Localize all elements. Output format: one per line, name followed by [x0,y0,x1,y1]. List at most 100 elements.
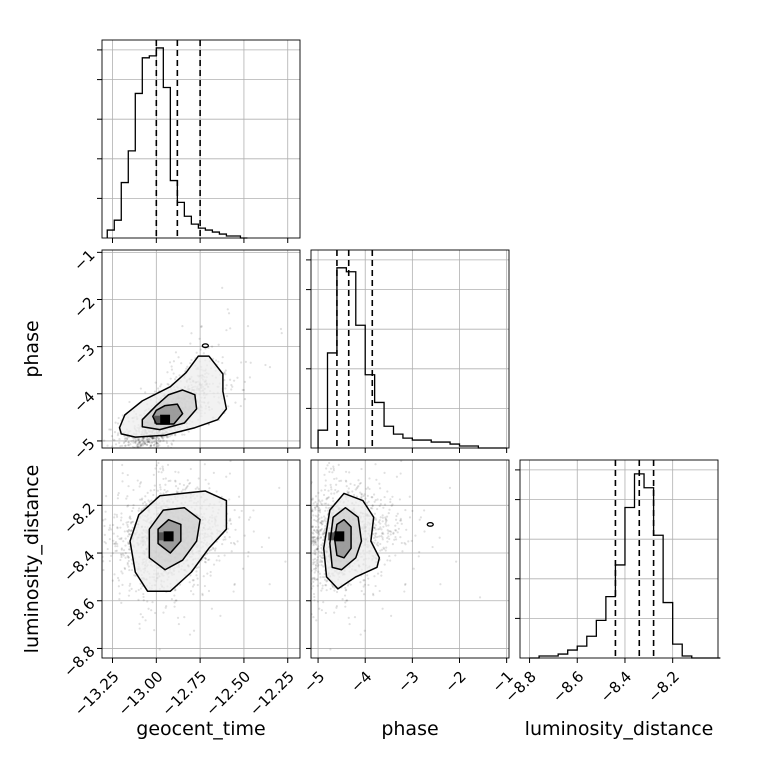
sample-point [306,527,308,529]
sample-point [379,522,382,525]
sample-point [317,535,320,538]
sample-point [128,516,131,519]
sample-point [384,549,387,552]
sample-point [69,457,71,459]
sample-point [230,383,233,387]
density-phase-luminosity_distance [301,460,482,651]
frame-phase-luminosity_distance [310,459,510,659]
sample-point [137,441,140,444]
sample-point [308,566,310,568]
sample-point [308,520,310,522]
sample-point [164,477,167,480]
sample-point [307,538,309,540]
sample-point [381,516,384,519]
sample-point [379,502,382,506]
sample-point [165,435,168,438]
sample-point [314,551,317,554]
sample-point [307,531,309,533]
sample-point [313,552,317,556]
sample-point [126,505,129,508]
sample-point [159,486,162,489]
sample-point [128,568,131,572]
sample-point [247,518,251,521]
sample-point [314,508,317,511]
sample-point [189,589,193,593]
sample-point [302,510,304,512]
sample-point [332,467,335,470]
sample-point [410,539,413,543]
sample-point [127,541,130,544]
sample-point [99,484,101,486]
sample-point [71,504,73,506]
sample-point [141,442,145,445]
sample-point [153,451,155,453]
sample-point [142,456,144,458]
sample-point [153,443,157,446]
sample-point [149,456,151,458]
x-tick-label: −8.2 [644,668,682,706]
sample-point [408,516,412,519]
sample-point [164,458,166,460]
contour-line-level-1 [118,355,228,438]
sample-point [126,435,129,439]
sample-point [128,400,131,404]
sample-point [314,506,317,509]
sample-point [190,358,193,362]
sample-point [374,498,377,502]
sample-point [188,482,191,485]
sample-point [54,544,56,546]
sample-point [192,583,196,586]
sample-point [100,497,102,499]
sample-point [320,564,323,567]
sample-point [221,356,224,359]
sample-point [118,598,121,601]
sample-point [314,541,317,544]
sample-point [167,479,170,483]
sample-point [139,387,143,390]
hist-geocent_time [106,47,248,239]
sample-point [166,490,169,493]
y-axis-label-luminosity_distance: luminosity_distance [21,465,43,654]
contour-line-level-3 [333,518,352,559]
sample-point [362,579,365,582]
sample-point [131,526,134,529]
sample-point [142,595,145,599]
sample-point [326,464,329,467]
sample-point [130,522,133,525]
sample-point [318,511,322,514]
sample-point [301,559,303,561]
sample-point [394,535,397,539]
sample-point [249,516,252,519]
sample-point [228,378,232,381]
sample-point [324,517,327,520]
sample-point [220,495,223,498]
x-tick-label: −12.25 [246,668,298,720]
sample-point [387,512,390,515]
sample-point [119,526,122,529]
sample-point [317,518,320,521]
sample-point [331,584,334,588]
sample-point [127,542,130,545]
sample-point [208,558,211,561]
sample-point [195,566,198,569]
sample-point [323,527,327,530]
sample-point [320,589,323,592]
sample-point [100,452,102,454]
sample-point [188,633,192,636]
sample-point [127,556,130,559]
sample-point [304,574,306,576]
sample-point [137,449,139,451]
density-peak [163,531,174,542]
sample-point [212,563,216,566]
sample-point [215,490,218,493]
sample-point [142,599,145,602]
sample-point [319,536,322,539]
sample-point [362,585,365,588]
sample-point [317,531,320,534]
sample-point [108,428,111,431]
sample-point [116,434,120,437]
sample-point [122,441,126,445]
sample-point [348,471,351,474]
sample-point [385,546,388,549]
sample-point [327,503,330,506]
